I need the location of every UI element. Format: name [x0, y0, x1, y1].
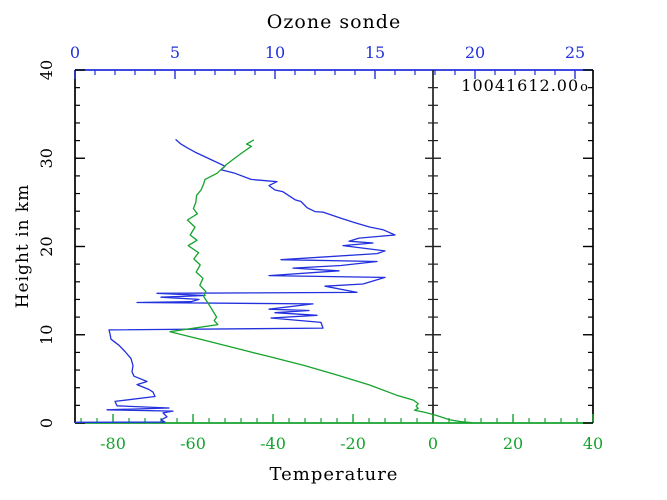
bottom-axis-tick-label: 20 [503, 434, 523, 453]
station-id-value: 10041612.00 [461, 76, 580, 95]
x-axis-label: Temperature [269, 464, 399, 485]
top-axis-tick-label: 25 [565, 43, 585, 62]
top-axis-tick-label: 5 [170, 43, 180, 62]
chart-title: Ozone sonde [266, 11, 402, 33]
bottom-axis-tick-label: -40 [260, 434, 286, 453]
left-axis-tick-label: 30 [37, 148, 56, 168]
left-axis-tick-label: 10 [37, 325, 56, 345]
y-axis-label: Height in km [13, 183, 33, 309]
top-axis-tick-label: 0 [70, 43, 80, 62]
top-axis-tick-label: 20 [465, 43, 485, 62]
bottom-axis-tick-label: -60 [180, 434, 206, 453]
bottom-axis-tick-label: -80 [100, 434, 126, 453]
temperature-curve [169, 139, 473, 424]
station-id-label: 10041612.00o [461, 76, 589, 95]
bottom-axis-tick-label: 0 [428, 434, 438, 453]
top-axis-tick-label: 10 [265, 43, 285, 62]
left-axis-tick-label: 40 [37, 60, 56, 80]
series-marker-symbol: o [580, 80, 589, 95]
bottom-axis-tick-label: 40 [583, 434, 603, 453]
left-axis-tick-label: 0 [37, 418, 56, 428]
top-axis-tick-label: 15 [365, 43, 385, 62]
bottom-axis-tick-label: -20 [340, 434, 366, 453]
left-axis-tick-label: 20 [37, 236, 56, 256]
ozone-curve [74, 139, 396, 423]
